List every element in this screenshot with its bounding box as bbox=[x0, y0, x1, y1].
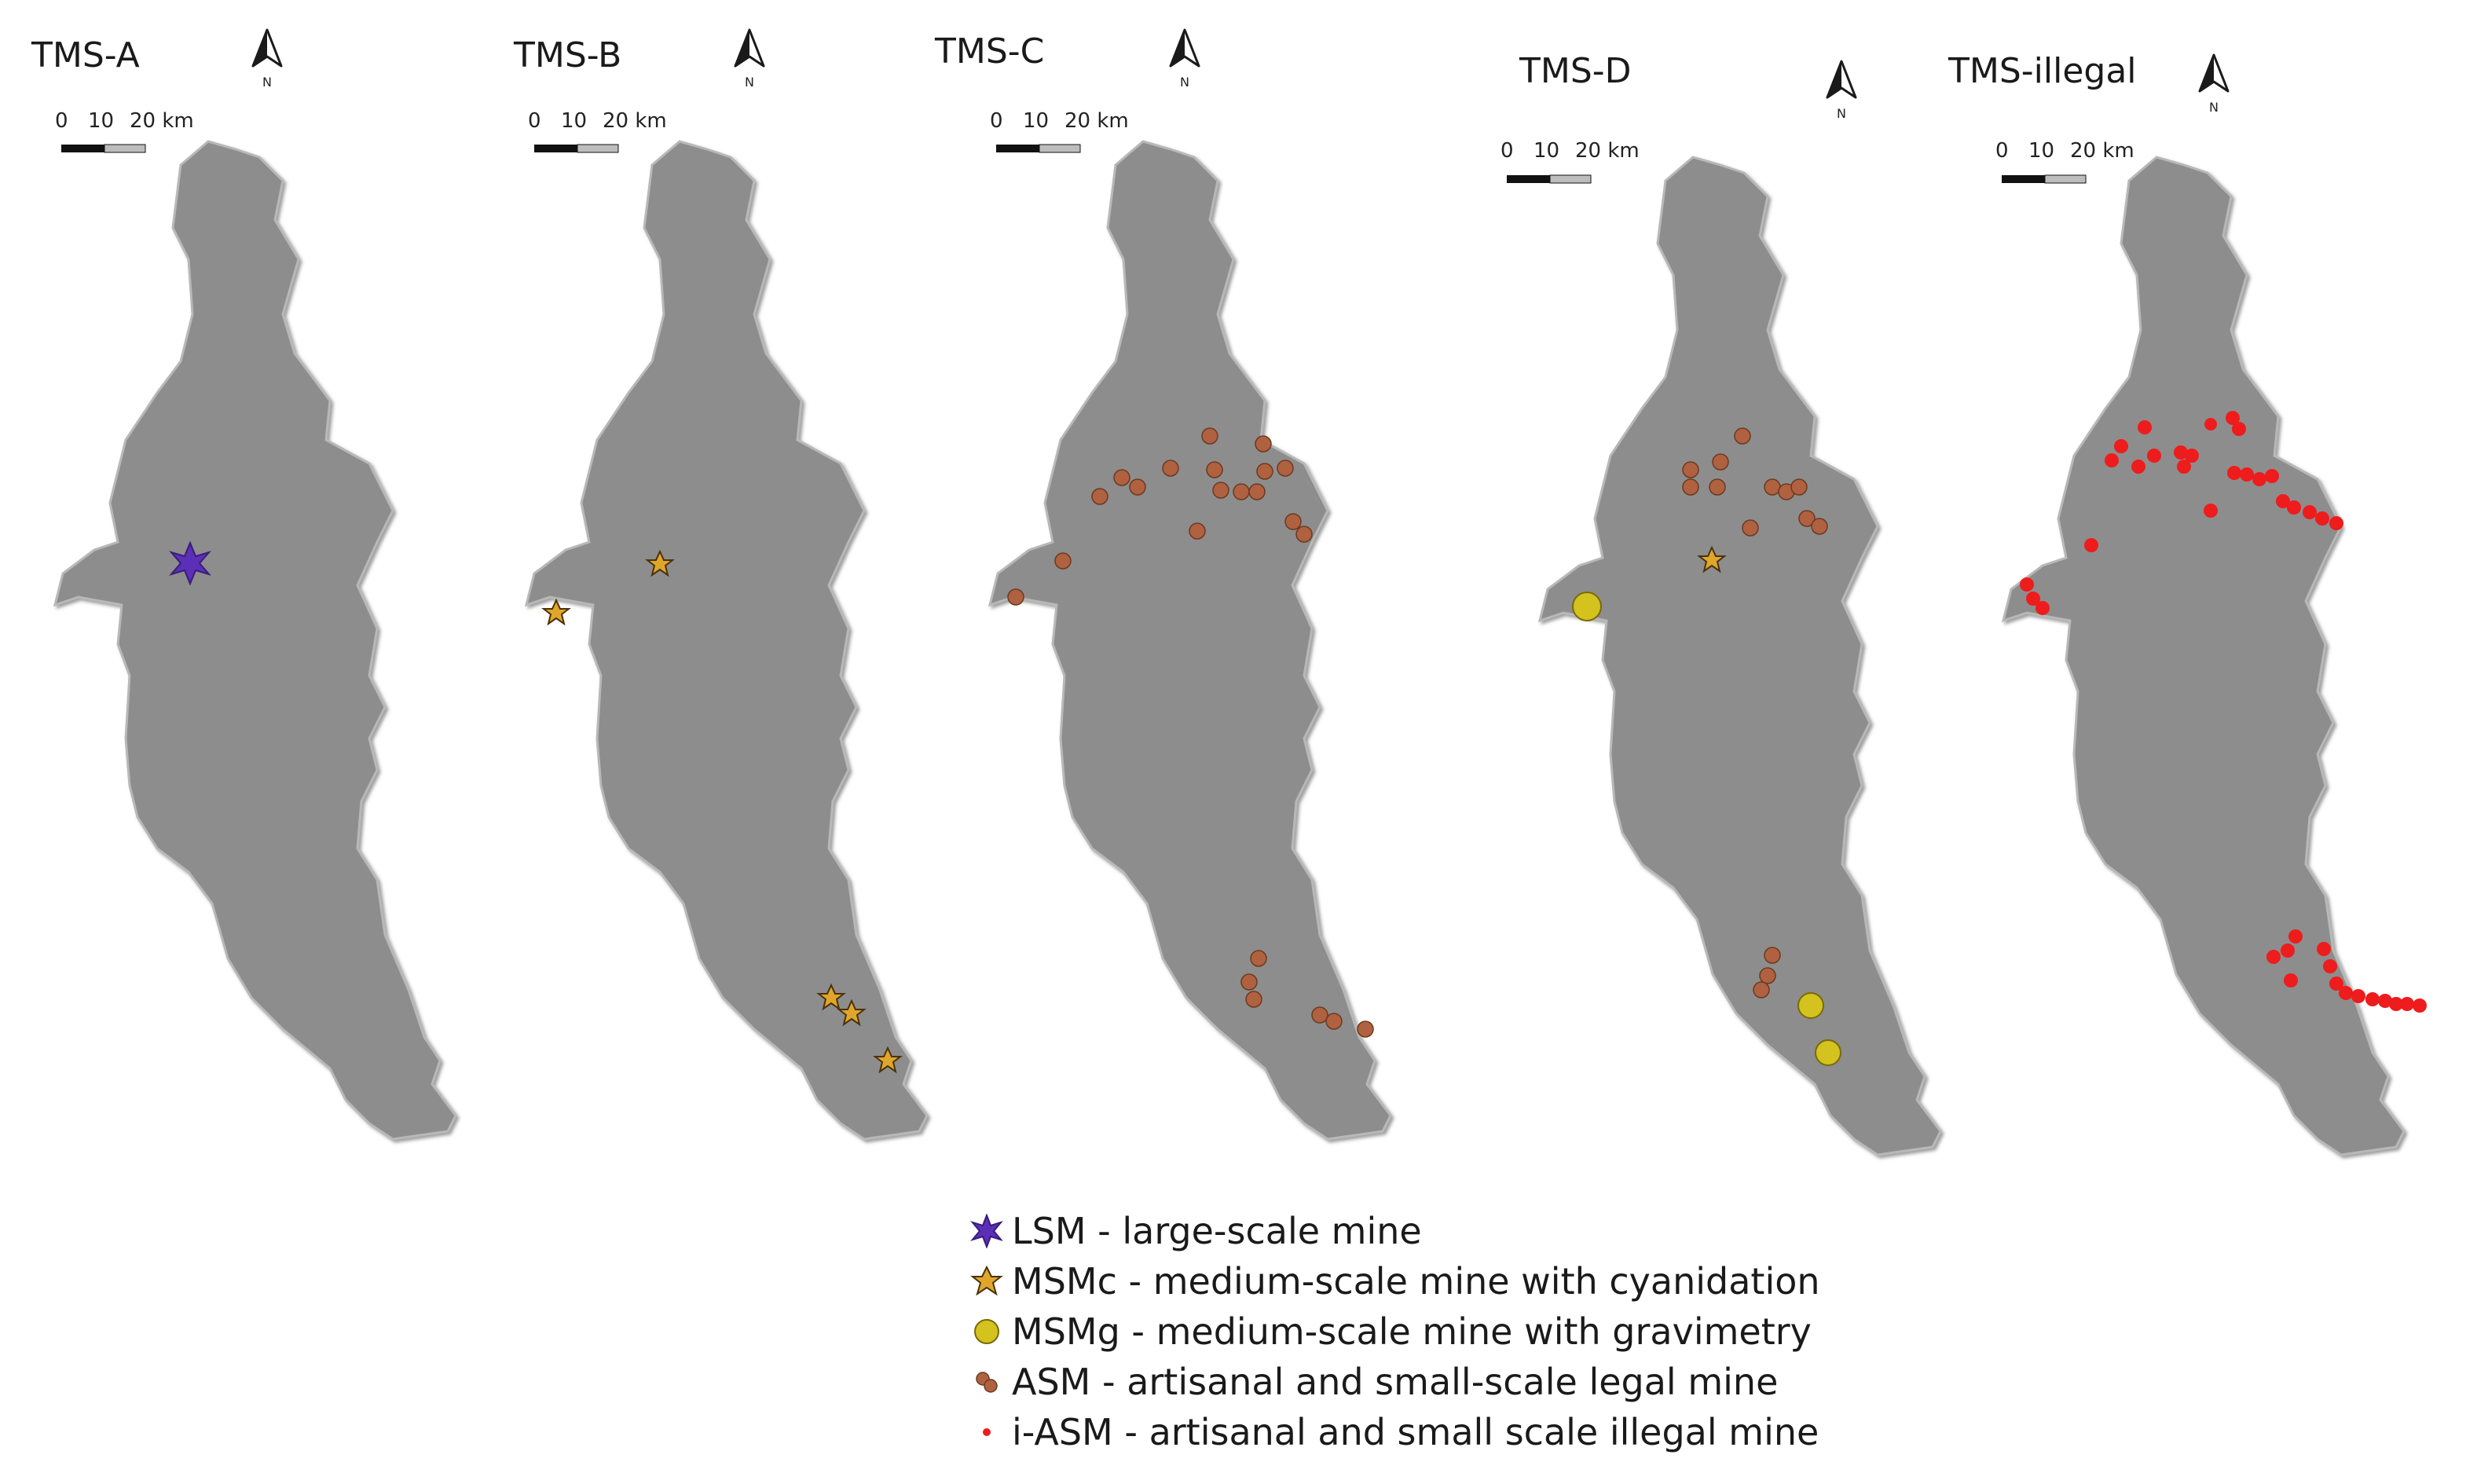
svg-text:10: 10 bbox=[2028, 139, 2054, 163]
map-legend: LSM - large-scale mine MSMc - medium-sca… bbox=[966, 1206, 1988, 1457]
north-arrow-icon: N bbox=[1826, 60, 1857, 121]
scale-bar: 0 10 20 km bbox=[1995, 139, 2134, 184]
blob-icon bbox=[966, 1311, 1007, 1352]
svg-text:20 km: 20 km bbox=[130, 109, 194, 133]
svg-text:10: 10 bbox=[561, 109, 587, 133]
panel-tms-a: TMS-A N 0 10 20 km bbox=[31, 28, 457, 1141]
legend-item-iasm: i-ASM - artisanal and small scale illega… bbox=[966, 1407, 1988, 1457]
north-arrow-icon: N bbox=[251, 28, 283, 90]
msmg-markers bbox=[1572, 592, 1841, 1066]
scale-bar: 0 10 20 km bbox=[1500, 139, 1640, 184]
north-arrow-icon: N bbox=[1169, 28, 1200, 90]
region-map bbox=[1538, 156, 1942, 1156]
region-map bbox=[525, 140, 929, 1141]
legend-item-msmc: MSMc - medium-scale mine with cyanidatio… bbox=[966, 1256, 1988, 1306]
asm-markers bbox=[1007, 427, 1374, 1038]
region-map bbox=[988, 140, 1392, 1141]
svg-text:10: 10 bbox=[88, 109, 114, 133]
north-arrow-icon: N bbox=[734, 28, 765, 90]
svg-text:10: 10 bbox=[1023, 109, 1049, 133]
svg-text:20 km: 20 km bbox=[603, 109, 667, 133]
legend-item-lsm: LSM - large-scale mine bbox=[966, 1206, 1988, 1256]
svg-text:0: 0 bbox=[55, 109, 68, 133]
svg-text:20 km: 20 km bbox=[1064, 109, 1129, 133]
legend-item-asm: ASM - artisanal and small-scale legal mi… bbox=[966, 1357, 1988, 1407]
msmc-markers bbox=[1697, 545, 1727, 573]
scale-bar: 0 10 20 km bbox=[990, 109, 1129, 153]
star-icon bbox=[966, 1261, 1007, 1302]
scale-bar: 0 10 20 km bbox=[55, 109, 194, 153]
legend-label: ASM - artisanal and small-scale legal mi… bbox=[1012, 1361, 1779, 1403]
region-map bbox=[2002, 156, 2406, 1156]
legend-item-msmg: MSMg - medium-scale mine with gravimetry bbox=[966, 1306, 1988, 1357]
asm-markers bbox=[1682, 427, 1828, 998]
svg-text:N: N bbox=[2209, 100, 2219, 115]
panel-tms-illegal: TMS-illegal N 0 10 20 km bbox=[1948, 51, 2427, 1156]
svg-text:N: N bbox=[1180, 75, 1189, 90]
panel-tms-c: TMS-C N 0 10 20 km bbox=[934, 28, 1392, 1141]
region-map bbox=[53, 140, 457, 1141]
iasm-markers bbox=[2020, 411, 2427, 1013]
svg-text:N: N bbox=[262, 75, 272, 90]
lsm-marker bbox=[169, 540, 211, 586]
panel-title: TMS-C bbox=[934, 31, 1044, 71]
north-arrow-icon: N bbox=[2198, 53, 2230, 115]
svg-text:0: 0 bbox=[1995, 139, 2009, 163]
panel-tms-d: TMS-D N 0 10 20 km bbox=[1500, 51, 1942, 1156]
svg-text:0: 0 bbox=[990, 109, 1003, 133]
panel-title: TMS-illegal bbox=[1948, 51, 2137, 91]
dot-icon bbox=[966, 1412, 1007, 1453]
svg-text:0: 0 bbox=[1500, 139, 1514, 163]
legend-label: i-ASM - artisanal and small scale illega… bbox=[1012, 1411, 1819, 1453]
svg-text:20 km: 20 km bbox=[2070, 139, 2134, 163]
cluster-icon bbox=[966, 1361, 1007, 1402]
panel-tms-b: TMS-B N 0 10 20 km bbox=[513, 28, 929, 1141]
svg-text:10: 10 bbox=[1533, 139, 1559, 163]
svg-text:N: N bbox=[1837, 106, 1846, 121]
scale-bar: 0 10 20 km bbox=[528, 109, 667, 153]
msmc-markers bbox=[541, 549, 903, 1074]
svg-text:N: N bbox=[745, 75, 754, 90]
svg-text:20 km: 20 km bbox=[1575, 139, 1640, 163]
legend-label: MSMg - medium-scale mine with gravimetry bbox=[1012, 1310, 1812, 1353]
panel-title: TMS-B bbox=[513, 35, 621, 75]
panel-title: TMS-D bbox=[1519, 51, 1632, 91]
legend-label: LSM - large-scale mine bbox=[1012, 1210, 1422, 1252]
panel-title: TMS-A bbox=[31, 35, 140, 75]
legend-label: MSMc - medium-scale mine with cyanidatio… bbox=[1012, 1260, 1820, 1303]
svg-text:0: 0 bbox=[528, 109, 541, 133]
starburst-icon bbox=[966, 1211, 1007, 1251]
